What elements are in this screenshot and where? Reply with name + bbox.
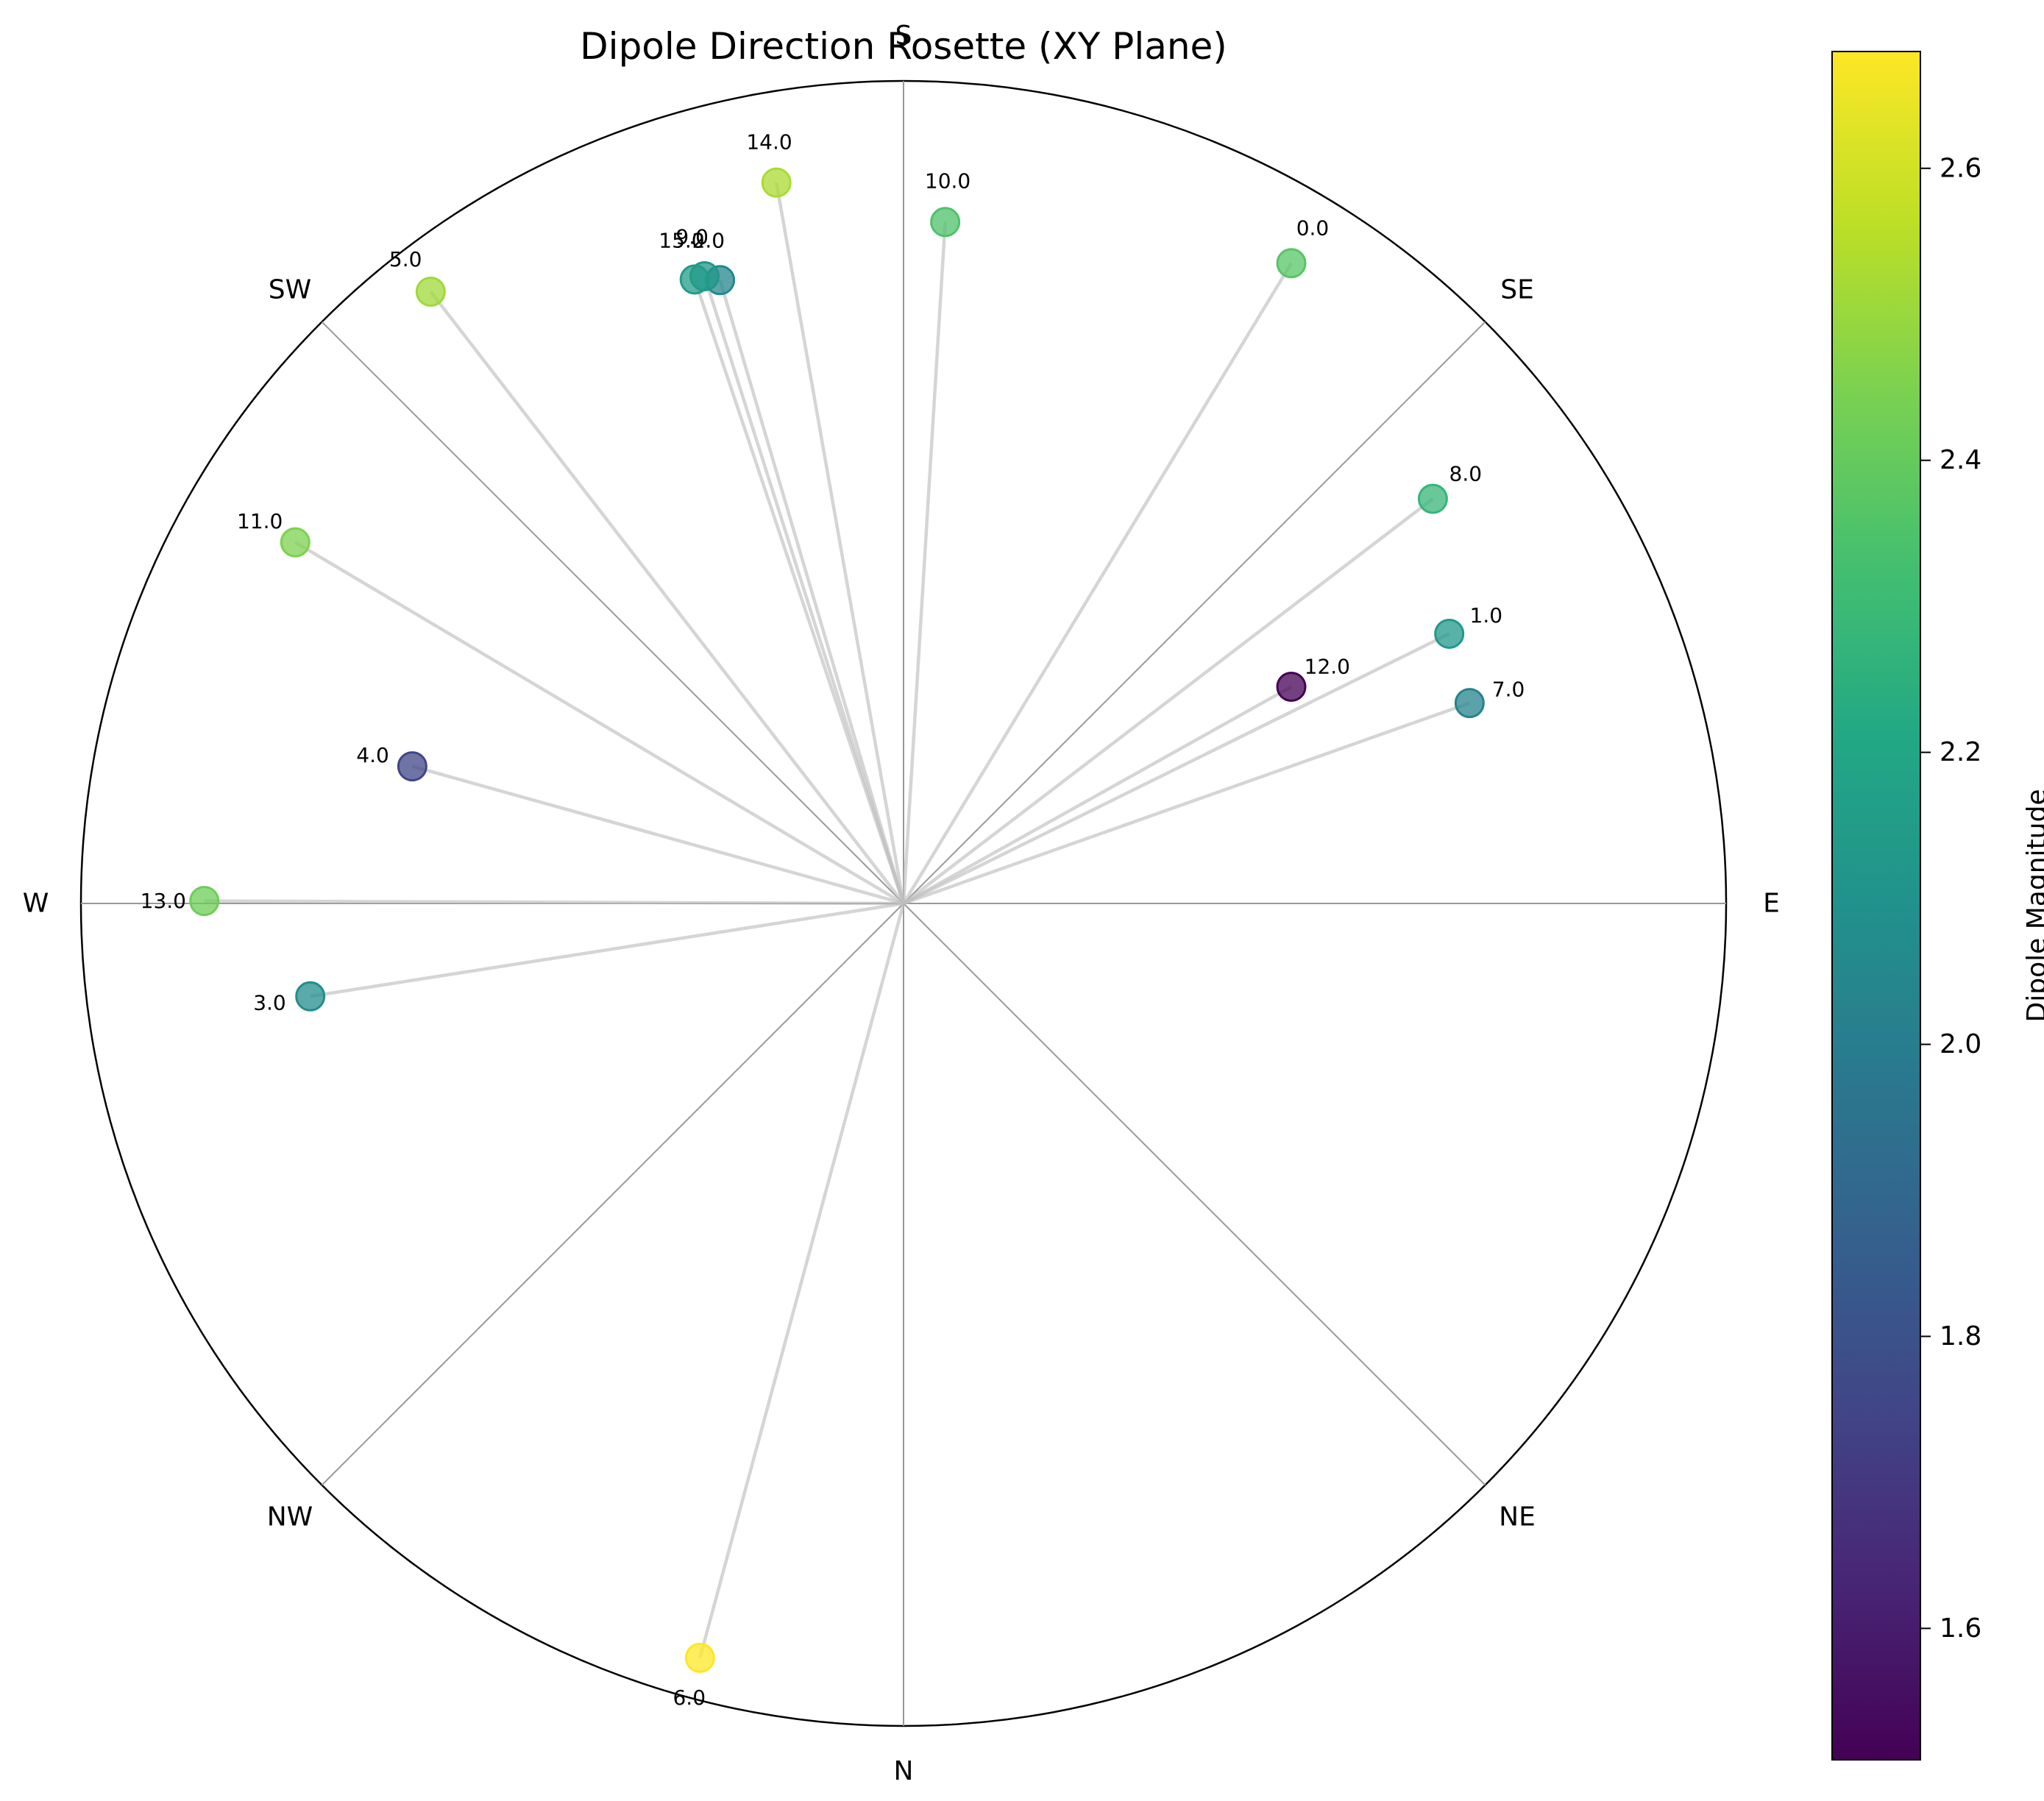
point-label: 13.0 xyxy=(141,889,186,913)
point-label: 15.0 xyxy=(659,228,704,252)
point-labels: 0.0 1.0 2.0 3.0 4.0 5.0 6.0 7.0 8.0 9.0 10.0 11.0 12… xyxy=(141,130,1525,1710)
dipole-line xyxy=(204,899,904,906)
point-label: 2.0 xyxy=(692,229,725,253)
direction-label: SW xyxy=(269,274,311,305)
dipole-points xyxy=(189,167,1485,1673)
dipole-line xyxy=(693,279,906,904)
colorbar-label: Dipole Magnitude xyxy=(2022,789,2044,1023)
dipole-line xyxy=(310,901,904,998)
direction-label: W xyxy=(23,889,49,919)
dipole-point xyxy=(1276,671,1307,702)
point-label: 10.0 xyxy=(925,168,970,193)
point-label: 5.0 xyxy=(389,247,422,271)
colorbar-tick-label: 2.6 xyxy=(1940,153,1981,183)
dipole-point xyxy=(295,981,326,1012)
point-label: 14.0 xyxy=(746,130,792,154)
direction-label: N xyxy=(894,1756,914,1786)
chart-title: Dipole Direction Rosette (XY Plane) xyxy=(580,25,1227,68)
dipole-line xyxy=(903,632,1450,906)
dipole-line xyxy=(775,182,906,904)
point-label: 3.0 xyxy=(253,990,286,1015)
dipole-line xyxy=(902,685,1293,905)
colorbar-tick-label: 1.6 xyxy=(1940,1613,1981,1644)
dipole-line xyxy=(901,221,947,904)
radial-gridline xyxy=(903,321,1486,904)
point-label: 11.0 xyxy=(237,509,283,533)
dipole-point xyxy=(280,527,310,558)
dipole-point xyxy=(1434,618,1465,649)
dipole-point xyxy=(761,167,792,198)
colorbar-tick-label: 2.4 xyxy=(1940,445,1981,475)
dipole-line xyxy=(902,497,1434,905)
dipole-point xyxy=(397,751,427,782)
dipole-line xyxy=(718,280,906,904)
dipole-point xyxy=(1417,483,1448,514)
point-label: 8.0 xyxy=(1449,462,1483,486)
dipole-line xyxy=(903,701,1471,906)
point-label: 9.0 xyxy=(675,225,709,249)
radial-gridline xyxy=(903,903,1486,1486)
dipole-line xyxy=(411,764,904,906)
colorbar: 1.6 1.8 2.0 2.2 2.4 2.6 Dipole Magnitude xyxy=(1831,51,2044,1761)
point-label: 6.0 xyxy=(673,1685,706,1710)
dipole-point xyxy=(1276,248,1307,279)
dipole-lines xyxy=(204,182,1471,1659)
point-label: 4.0 xyxy=(356,743,389,767)
point-label: 1.0 xyxy=(1470,603,1503,628)
direction-label: E xyxy=(1763,889,1780,919)
dipole-point xyxy=(189,886,220,917)
dipole-line xyxy=(703,275,906,904)
colorbar-gradient xyxy=(1831,51,1921,1761)
direction-labels: E NE N NW W SW S SE xyxy=(23,21,1780,1786)
dipole-point xyxy=(415,276,446,307)
dipole-line xyxy=(429,291,905,905)
dipole-point xyxy=(1454,688,1485,719)
dipole-line xyxy=(902,262,1293,905)
direction-label: S xyxy=(895,21,912,51)
radial-gridline xyxy=(321,903,904,1486)
radial-gridline xyxy=(321,321,904,904)
colorbar-ticks: 1.6 1.8 2.0 2.2 2.4 2.6 xyxy=(1920,153,1981,1644)
colorbar-tick-label: 2.2 xyxy=(1940,737,1981,767)
dipole-point xyxy=(679,264,710,295)
dipole-line xyxy=(294,541,905,905)
colorbar-tick-label: 2.0 xyxy=(1940,1029,1981,1059)
direction-label: NW xyxy=(267,1502,313,1532)
direction-label: NE xyxy=(1499,1502,1536,1532)
colorbar-tick-label: 1.8 xyxy=(1940,1321,1981,1351)
direction-label: SE xyxy=(1500,274,1534,305)
point-label: 0.0 xyxy=(1296,216,1330,240)
point-label: 7.0 xyxy=(1492,677,1525,701)
point-label: 12.0 xyxy=(1305,655,1350,679)
dipole-point xyxy=(930,207,961,238)
dipole-line xyxy=(698,903,906,1659)
dipole-point xyxy=(684,1642,715,1673)
